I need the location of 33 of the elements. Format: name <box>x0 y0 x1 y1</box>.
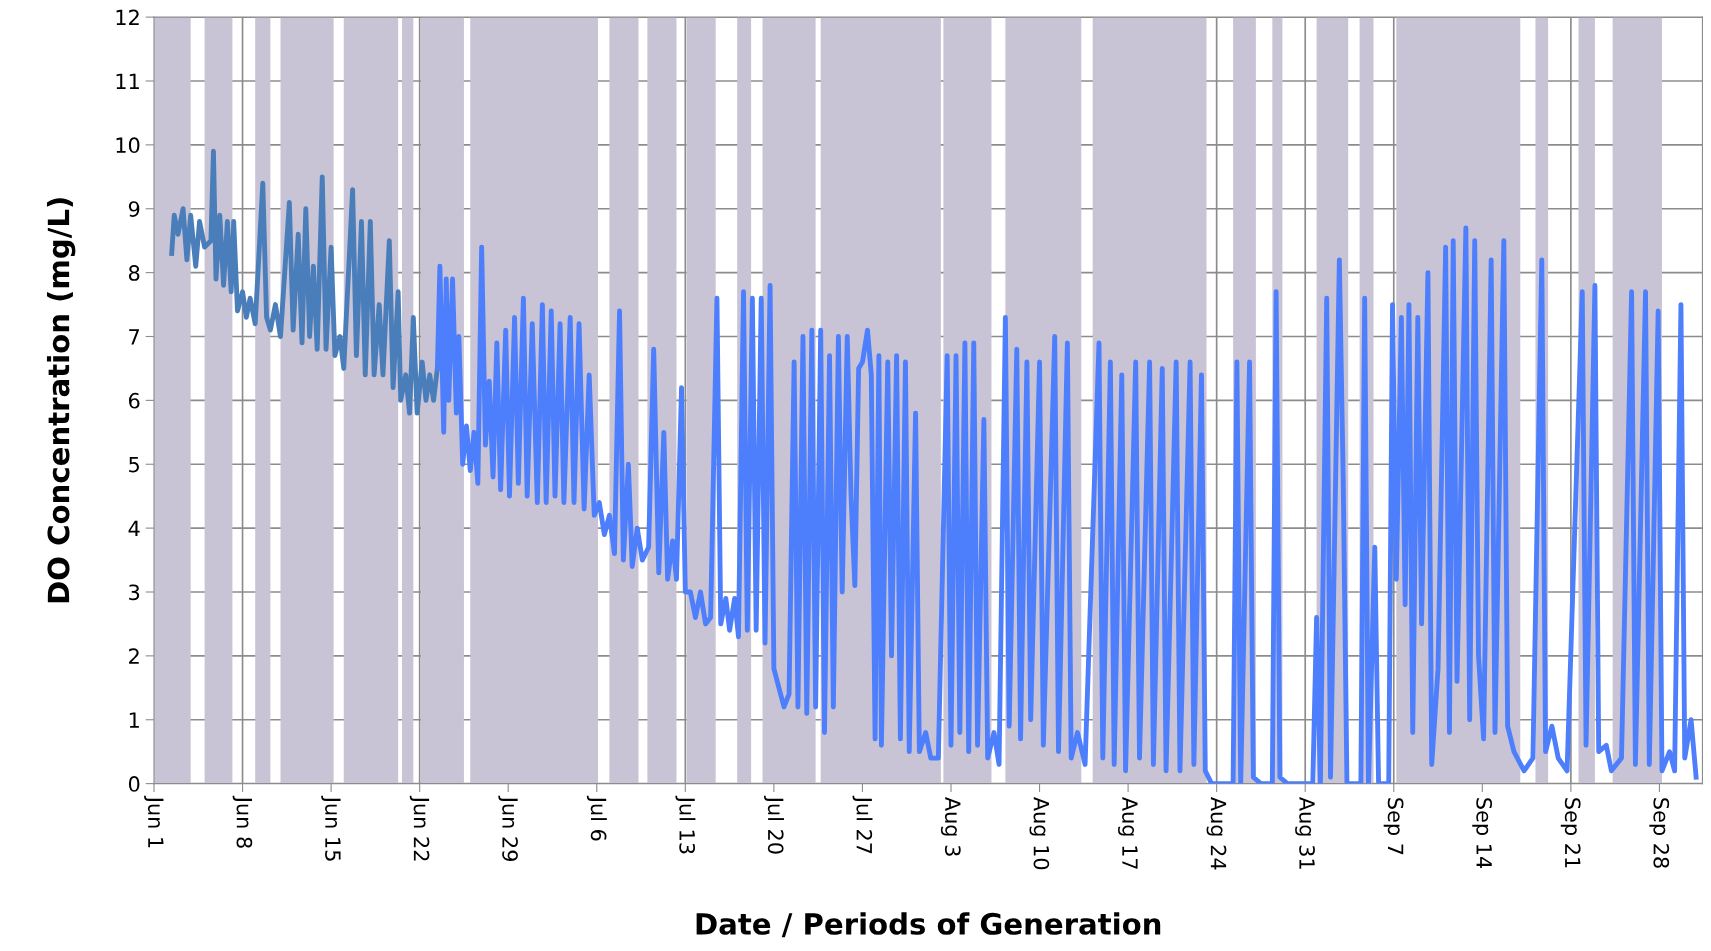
y-tick-label: 5 <box>129 456 139 473</box>
x-tick-label: Aug 10 <box>1029 796 1050 870</box>
x-tick-label: Jun 8 <box>232 795 253 848</box>
x-tick-label: Jul 13 <box>675 795 696 854</box>
y-tick-label: 6 <box>129 392 140 409</box>
x-tick-label: Jun 29 <box>498 795 518 862</box>
x-tick-label: Aug 3 <box>940 796 961 856</box>
x-tick-label: Jun 1 <box>144 795 164 848</box>
x-tick-label: Jun 15 <box>321 795 341 861</box>
y-tick-label: 10 <box>116 137 140 154</box>
y-axis-title: DO Concentration (mg/L) <box>46 198 76 603</box>
y-tick-label: 1 <box>129 712 139 728</box>
x-axis-title: Date / Periods of Generation <box>696 912 1161 938</box>
y-tick-label: 2 <box>129 648 139 664</box>
x-tick-label: Jul 27 <box>852 795 873 854</box>
y-tick-label: 4 <box>128 520 140 537</box>
y-tick-label: 0 <box>128 776 140 792</box>
x-tick-label: Jul 6 <box>586 795 607 841</box>
x-tick-label: Sep 28 <box>1649 798 1670 868</box>
y-tick-label: 9 <box>128 201 140 217</box>
y-tick-label: 8 <box>128 265 140 281</box>
x-tick-label: Jul 20 <box>763 795 784 854</box>
x-tick-label: Jun 22 <box>409 795 430 861</box>
y-tick-label: 3 <box>129 584 140 601</box>
x-tick-label: Aug 24 <box>1206 796 1227 870</box>
y-tick-label: 7 <box>129 329 140 345</box>
x-tick-label: Aug 17 <box>1118 796 1138 869</box>
x-tick-label: Sep 21 <box>1560 798 1581 868</box>
x-tick-label: Sep 14 <box>1472 798 1493 869</box>
y-tick-label: 11 <box>116 73 139 89</box>
x-tick-label: Aug 31 <box>1295 796 1315 869</box>
y-tick-label: 12 <box>116 9 139 26</box>
x-tick-label: Sep 7 <box>1383 798 1404 855</box>
